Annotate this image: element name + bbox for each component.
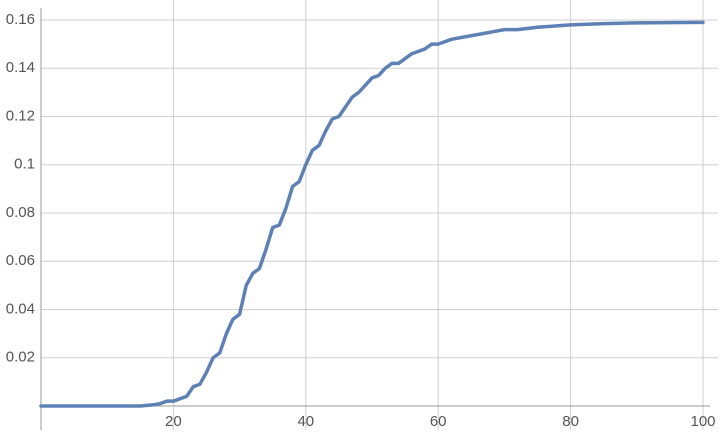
data-line xyxy=(39,20,705,408)
y-tick-label: 0.06 xyxy=(6,252,35,269)
y-tick-label: 0.1 xyxy=(14,156,35,173)
y-tick-label: 0.08 xyxy=(6,204,35,221)
y-tick-label: 0.02 xyxy=(6,349,35,366)
y-tick-label: 0.14 xyxy=(6,59,35,76)
x-tick-label: 100 xyxy=(690,413,715,430)
y-tick-label: 0.04 xyxy=(6,300,35,317)
y-tick-label: 0.12 xyxy=(6,107,35,124)
y-tick-label: 0.16 xyxy=(6,11,35,28)
x-tick-label: 60 xyxy=(430,413,447,430)
x-tick-label: 20 xyxy=(165,413,182,430)
x-tick-label: 40 xyxy=(297,413,314,430)
x-tick-label: 80 xyxy=(562,413,579,430)
